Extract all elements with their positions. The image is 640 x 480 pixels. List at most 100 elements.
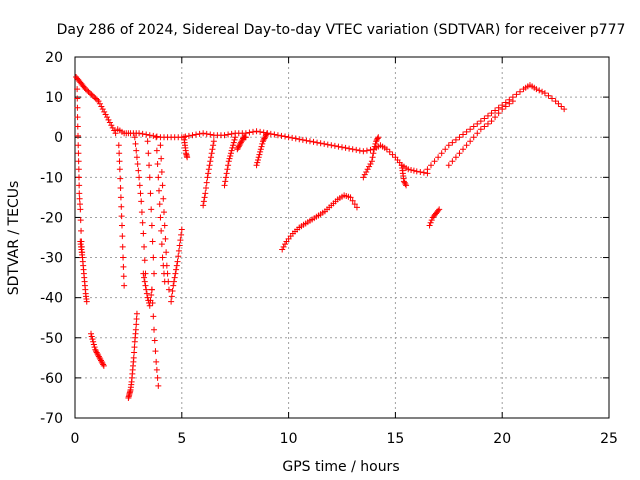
y-tick-label: 20: [45, 50, 63, 66]
data-point: [452, 154, 459, 161]
data-point: [136, 174, 143, 181]
data-point: [148, 206, 155, 213]
data-point: [481, 123, 488, 130]
data-point: [492, 114, 499, 121]
data-point: [513, 91, 520, 98]
data-point: [157, 214, 164, 221]
data-point: [74, 104, 81, 111]
data-point: [185, 132, 192, 139]
data-point: [257, 128, 264, 135]
data-point: [221, 132, 228, 139]
data-point: [502, 103, 509, 110]
grid-layer: [75, 57, 609, 418]
data-point: [168, 298, 175, 305]
data-point: [236, 142, 243, 149]
data-point: [144, 294, 151, 301]
data-point: [375, 134, 382, 141]
tick-label-layer: 0 5 10 15 20 25 20 10 0 -10 -20 -30 -40 -50 -60 -70: [40, 50, 618, 447]
series-23: [398, 162, 410, 189]
data-point: [74, 132, 81, 139]
data-point: [135, 167, 142, 174]
data-point: [100, 362, 107, 369]
data-point: [373, 136, 380, 143]
data-point: [92, 95, 99, 102]
data-point: [76, 182, 83, 189]
data-point: [200, 198, 207, 205]
data-point: [349, 197, 356, 204]
data-point: [96, 100, 103, 107]
data-point: [545, 92, 552, 99]
data-point: [222, 174, 229, 181]
data-point: [259, 138, 266, 145]
data-point: [95, 98, 102, 105]
data-point: [347, 194, 354, 201]
data-point: [235, 143, 242, 150]
data-point: [401, 179, 408, 186]
data-point: [324, 141, 331, 148]
data-point: [428, 162, 434, 169]
data-point: [383, 146, 390, 153]
data-point: [150, 254, 157, 261]
y-tick-label: -30: [40, 251, 63, 267]
data-point: [136, 182, 143, 189]
data-point: [158, 241, 165, 248]
data-point: [201, 194, 208, 201]
data-point: [285, 134, 292, 141]
data-point: [368, 158, 375, 165]
series-21: [253, 130, 271, 169]
data-point: [223, 170, 230, 177]
series-16: [168, 226, 185, 305]
data-point: [100, 361, 107, 368]
data-point: [162, 235, 169, 242]
data-point: [231, 136, 238, 143]
data-point: [117, 185, 124, 192]
data-point: [93, 349, 100, 356]
data-point: [133, 310, 140, 317]
data-point: [153, 366, 160, 373]
data-point: [256, 151, 263, 158]
data-point: [149, 238, 156, 245]
data-point: [435, 207, 442, 214]
data-point: [410, 167, 417, 174]
tick-layer: [74, 56, 610, 419]
data-point: [417, 168, 424, 175]
data-point: [229, 144, 236, 151]
data-point: [145, 150, 152, 157]
data-point: [76, 190, 83, 197]
data-point: [95, 353, 102, 360]
data-point: [153, 134, 160, 141]
data-point: [292, 135, 299, 142]
data-point: [227, 152, 234, 159]
data-point: [74, 114, 81, 121]
data-point: [184, 154, 191, 161]
data-point: [371, 143, 378, 150]
data-point: [94, 96, 101, 103]
data-point: [75, 174, 82, 181]
data-point: [95, 352, 102, 359]
data-point: [533, 86, 540, 93]
data-point: [279, 246, 286, 253]
data-point: [76, 201, 83, 208]
data-point: [175, 247, 182, 254]
data-point: [171, 274, 178, 281]
data-point: [242, 134, 249, 141]
data-point: [335, 143, 342, 150]
data-point: [224, 166, 231, 173]
data-point: [83, 298, 90, 305]
data-point: [210, 138, 217, 145]
data-point: [141, 257, 148, 264]
data-point: [205, 170, 212, 177]
data-mark-layer: [73, 74, 568, 401]
data-point: [228, 130, 235, 137]
data-point: [438, 150, 445, 157]
data-point: [160, 195, 167, 202]
series-15: [157, 142, 172, 293]
data-point: [203, 179, 210, 186]
data-point: [363, 147, 370, 154]
data-point: [474, 120, 481, 127]
data-point: [541, 90, 548, 97]
data-point: [386, 148, 393, 155]
series-22: [360, 134, 382, 181]
data-point: [263, 131, 270, 138]
